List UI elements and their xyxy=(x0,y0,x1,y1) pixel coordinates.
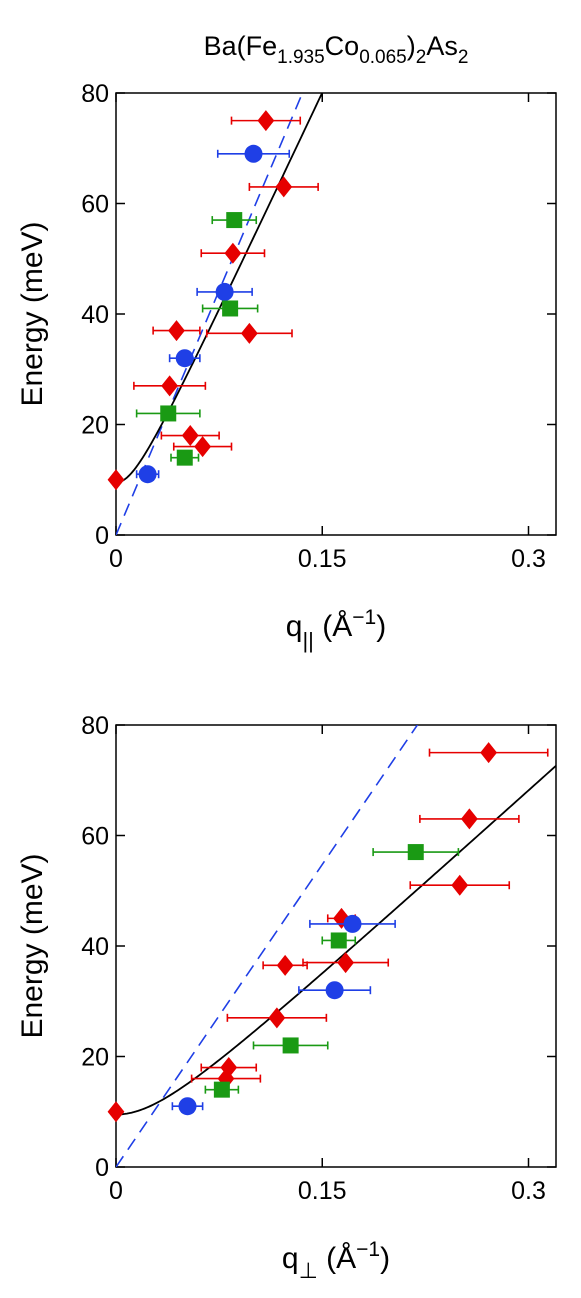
x-tick-label: 0 xyxy=(109,545,123,573)
diamond-point xyxy=(168,320,185,342)
x-tick-label: 0 xyxy=(109,1177,123,1205)
data-points xyxy=(107,110,319,491)
diamond-point xyxy=(451,874,469,896)
y-tick-label: 80 xyxy=(81,80,109,108)
diamond-point xyxy=(337,952,355,974)
x-tick-label: 0.3 xyxy=(511,545,546,573)
y-axis-label: Energy (meV) xyxy=(16,221,49,406)
diamond-point xyxy=(181,425,199,447)
square-point xyxy=(282,1037,299,1054)
circle-point xyxy=(343,914,362,933)
y-axis-label: Energy (meV) xyxy=(16,853,49,1038)
circle-point xyxy=(175,349,194,368)
diamond-point xyxy=(107,1101,125,1123)
circle-point xyxy=(244,144,263,163)
diamond-point xyxy=(480,742,498,764)
square-point xyxy=(176,449,193,466)
x-axis: 0 0.15 0.3 xyxy=(109,725,546,1205)
x-tick-label: 0.15 xyxy=(298,545,347,573)
x-tick-label: 0.3 xyxy=(511,1177,546,1205)
diamond-point xyxy=(224,242,242,264)
square-point xyxy=(226,212,243,229)
y-tick-label: 20 xyxy=(81,412,109,440)
x-axis: 0 0.15 0.3 xyxy=(109,93,546,573)
diamond-point xyxy=(268,1007,286,1029)
plot-frame xyxy=(115,92,557,536)
square-point xyxy=(407,844,424,861)
chart-title: Ba(Fe1.935Co0.065)2As2 xyxy=(204,31,469,68)
y-tick-label: 60 xyxy=(81,191,109,219)
square-point xyxy=(330,932,347,949)
y-tick-label: 40 xyxy=(81,933,109,961)
model-curves xyxy=(116,725,556,1167)
diamond-point xyxy=(333,907,350,929)
square-point xyxy=(213,1081,230,1098)
fit-curve xyxy=(116,765,556,1116)
dashed-line xyxy=(116,725,419,1167)
panel-q-parallel: 0 20 40 60 80 0 0.15 0.3 Energy (meV) q|| (Å−1… xyxy=(16,80,557,653)
fit-curve xyxy=(116,93,324,484)
y-tick-label: 80 xyxy=(81,712,109,740)
circle-point xyxy=(215,282,234,301)
diamond-point xyxy=(257,110,275,132)
diamond-point xyxy=(161,375,179,397)
circle-point xyxy=(138,465,157,484)
y-axis: 0 20 40 60 80 xyxy=(81,712,556,1182)
y-tick-label: 20 xyxy=(81,1044,109,1072)
model-curves xyxy=(116,93,324,535)
panel-q-perpendicular: 0 20 40 60 80 0 0.15 0.3 Energy (meV) q⊥ (Å−1) xyxy=(16,712,557,1283)
diamond-point xyxy=(220,1057,238,1079)
data-points xyxy=(107,742,549,1123)
y-tick-label: 0 xyxy=(95,522,109,550)
diamond-point xyxy=(194,436,212,458)
x-axis-label: q⊥ (Å−1) xyxy=(282,1238,390,1283)
x-tick-label: 0.15 xyxy=(298,1177,347,1205)
diamond-point xyxy=(240,322,258,344)
circle-point xyxy=(178,1097,197,1116)
circle-point xyxy=(325,981,344,1000)
diamond-point xyxy=(275,176,293,198)
x-axis-label: q|| (Å−1) xyxy=(286,606,386,653)
square-point xyxy=(222,300,239,317)
diamond-point xyxy=(107,469,125,491)
y-tick-label: 0 xyxy=(95,1154,109,1182)
y-tick-label: 60 xyxy=(81,823,109,851)
square-point xyxy=(160,405,177,422)
y-tick-label: 40 xyxy=(81,301,109,329)
y-axis: 0 20 40 60 80 xyxy=(81,80,556,550)
diamond-point xyxy=(460,808,478,830)
diamond-point xyxy=(276,954,294,976)
